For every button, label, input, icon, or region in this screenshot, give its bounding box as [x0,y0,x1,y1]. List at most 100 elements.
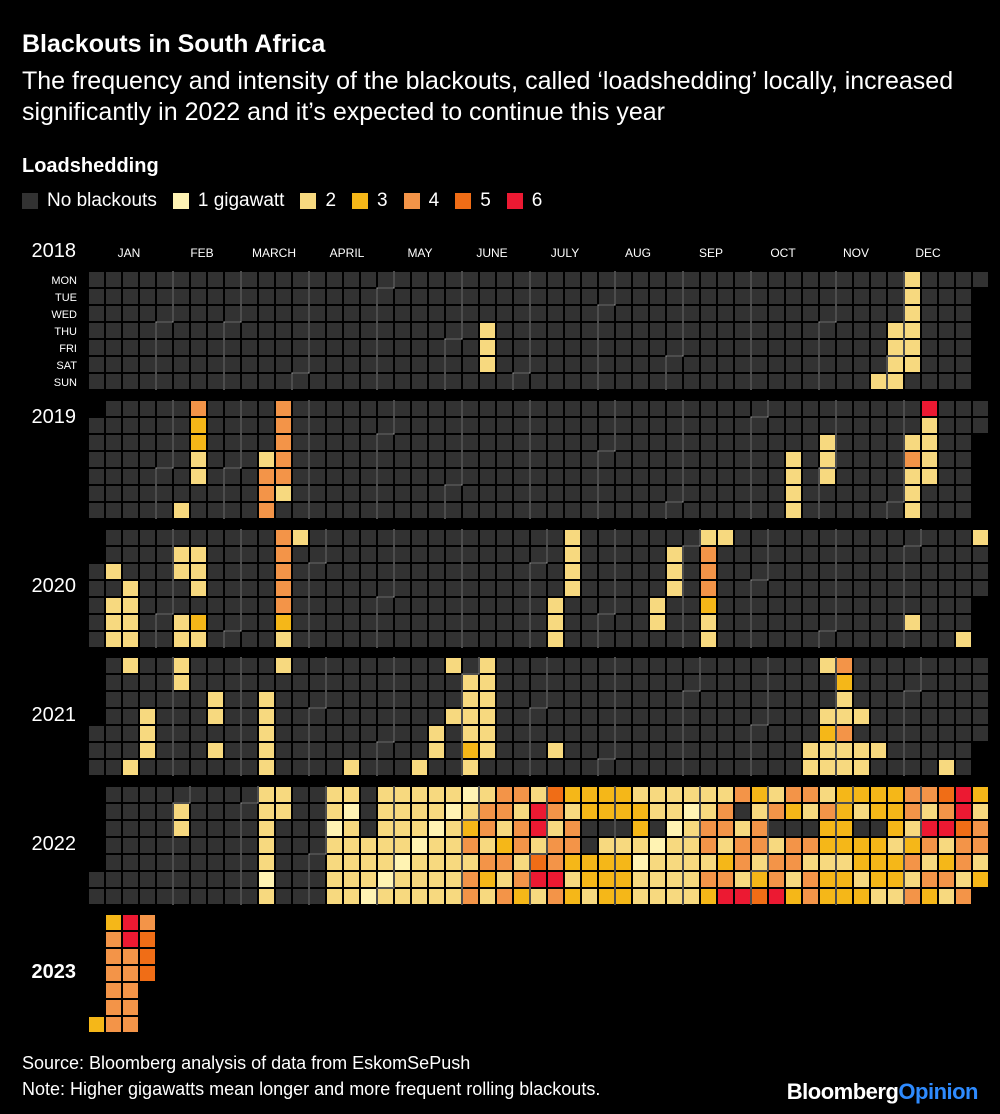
day-cell [446,503,461,518]
day-cell [548,615,563,630]
source-note: Source: Bloomberg analysis of data from … [22,1053,471,1073]
day-cell [174,889,189,904]
day-cell [548,530,563,545]
day-cell [123,486,138,501]
day-cell [735,726,750,741]
day-cell [157,872,172,887]
day-cell [361,855,376,870]
day-cell [616,374,631,389]
month-separator [835,786,854,905]
day-cell [123,983,138,998]
month-separator [750,786,769,905]
day-cell [157,838,172,853]
day-cell [123,675,138,690]
day-cell [514,289,529,304]
day-cell [871,889,886,904]
day-cell [871,323,886,338]
day-cell [888,787,903,802]
day-cell [650,357,665,372]
day-cell [106,564,121,579]
day-cell [531,872,546,887]
day-cell [412,289,427,304]
day-cell [582,530,597,545]
day-cell [854,401,869,416]
day-cell [276,872,291,887]
day-cell [633,452,648,467]
day-cell [871,804,886,819]
day-cell [633,675,648,690]
day-cell [208,503,223,518]
day-cell [191,709,206,724]
day-cell [956,340,971,355]
day-cell [140,401,155,416]
day-cell [718,272,733,287]
day-cell [378,726,393,741]
day-cell [514,632,529,647]
day-cell [310,323,325,338]
day-cell [650,838,665,853]
day-cell [531,838,546,853]
day-cell [905,547,920,562]
day-cell [242,598,257,613]
day-cell [463,675,478,690]
day-cell [803,306,818,321]
day-cell [208,581,223,596]
day-cell [837,340,852,355]
day-cell [140,598,155,613]
day-cell [310,374,325,389]
day-cell [497,357,512,372]
day-cell [463,804,478,819]
day-cell [650,547,665,562]
day-cell [463,760,478,775]
day-cell [599,306,614,321]
day-cell [701,289,716,304]
day-cell [888,709,903,724]
day-cell [752,598,767,613]
day-cell [225,709,240,724]
day-cell [514,581,529,596]
day-cell [854,503,869,518]
day-cell [446,658,461,673]
day-cell [140,289,155,304]
day-cell [157,435,172,450]
day-cell [616,581,631,596]
day-cell [888,401,903,416]
day-cell [599,486,614,501]
day-cell [735,357,750,372]
day-cell [293,692,308,707]
day-cell [837,787,852,802]
day-cell [786,418,801,433]
day-cell [327,452,342,467]
month-separator [665,400,684,519]
day-cell [140,374,155,389]
day-cell [531,564,546,579]
day-cell [565,692,580,707]
day-cell [922,323,937,338]
day-cell [89,486,104,501]
day-cell [582,503,597,518]
day-cell [378,821,393,836]
day-cell [769,872,784,887]
day-cell [378,855,393,870]
day-cell [463,452,478,467]
day-cell [242,401,257,416]
day-cell [837,401,852,416]
month-separator [886,271,905,390]
day-cell [837,374,852,389]
day-cell [718,503,733,518]
day-cell [718,323,733,338]
month-separator [529,657,548,776]
day-cell [327,547,342,562]
day-cell [446,469,461,484]
day-cell [548,581,563,596]
day-cell [123,503,138,518]
day-cell [531,452,546,467]
day-cell [718,838,733,853]
day-cell [293,418,308,433]
day-cell [820,743,835,758]
day-cell [208,632,223,647]
day-cell [344,598,359,613]
day-cell [259,692,274,707]
day-cell [191,306,206,321]
day-cell [344,581,359,596]
